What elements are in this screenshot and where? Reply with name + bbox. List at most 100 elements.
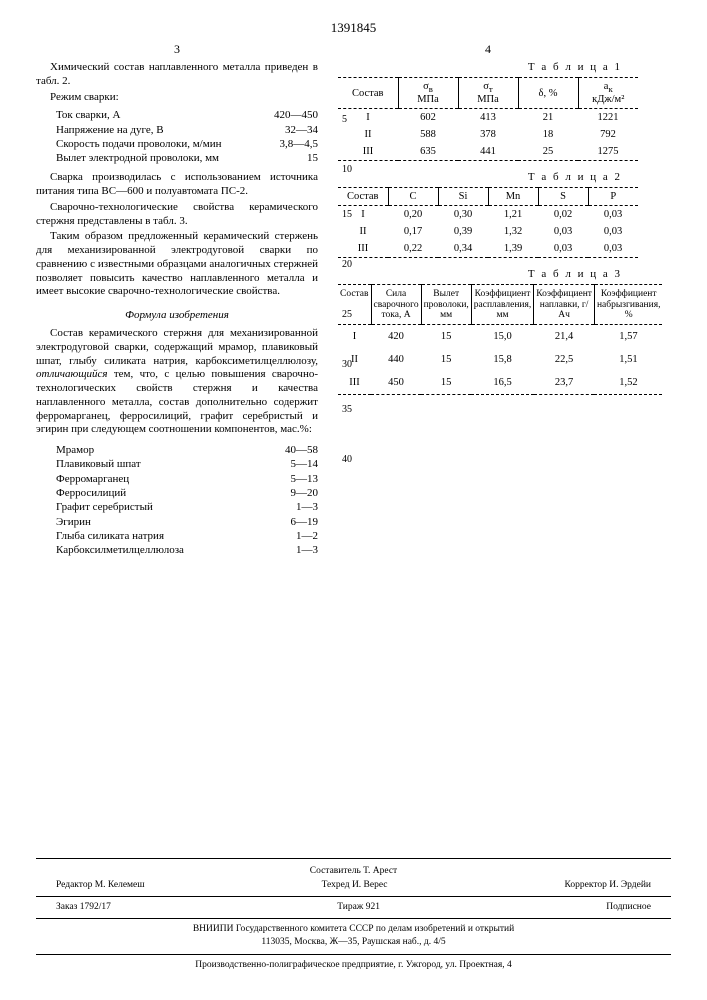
col-num-4: 4 xyxy=(338,42,638,57)
table-cell: 413 xyxy=(458,109,518,127)
table-cell: 1221 xyxy=(578,109,638,127)
footer-line3: Производственно-полиграфическое предприя… xyxy=(36,959,671,972)
param-value: 32—34 xyxy=(258,123,318,137)
footer: Составитель Т. Арест Редактор М. Келемеш… xyxy=(36,858,671,972)
footer-subscription: Подписное xyxy=(606,901,651,914)
footer-corrector: Корректор И. Эрдейи xyxy=(565,879,651,892)
comp-value: 5—14 xyxy=(258,457,318,471)
footer-circulation: Тираж 921 xyxy=(337,901,380,914)
table-cell: 1,57 xyxy=(594,325,662,349)
table-header: Сила сварочного тока, А xyxy=(371,285,421,325)
table-cell: 16,5 xyxy=(471,371,533,395)
table-cell: 378 xyxy=(458,126,518,143)
table-3: СоставСила сварочного тока, АВылет прово… xyxy=(338,284,662,395)
table-1: СоставσвМПаσтМПаδ, %aккДж/м²I60241321122… xyxy=(338,77,638,161)
comp-value: 6—19 xyxy=(258,515,318,529)
table-cell: III xyxy=(338,143,398,161)
table-header: Коэффициент расплавления, мм xyxy=(471,285,533,325)
table-cell: 15,8 xyxy=(471,348,533,371)
table-cell: III xyxy=(338,371,371,395)
table-cell: 1,51 xyxy=(594,348,662,371)
table-2: СоставCSiMnSPI0,200,301,210,020,03II0,17… xyxy=(338,187,638,258)
table-cell: 0,39 xyxy=(438,223,488,240)
table-header: σтМПа xyxy=(458,78,518,109)
footer-compiler: Составитель Т. Арест xyxy=(36,865,671,878)
table-cell: 22,5 xyxy=(534,348,595,371)
table-cell: 21 xyxy=(518,109,578,127)
left-column: 3 Химический состав наплавленного металл… xyxy=(36,42,326,1000)
table-header: aккДж/м² xyxy=(578,78,638,109)
table-cell: II xyxy=(338,126,398,143)
param-label: Вылет электродной проволоки, мм xyxy=(56,151,236,165)
comp-value: 9—20 xyxy=(258,486,318,500)
table-cell: 0,03 xyxy=(538,223,588,240)
table-cell: 450 xyxy=(371,371,421,395)
param-label: Ток сварки, А xyxy=(56,108,236,122)
table-cell: 792 xyxy=(578,126,638,143)
table-cell: 1,21 xyxy=(488,206,538,224)
comp-value: 1—2 xyxy=(258,529,318,543)
comp-label: Ферросилиций xyxy=(56,486,226,500)
footer-order: Заказ 1792/17 xyxy=(56,901,111,914)
footer-line1: ВНИИПИ Государственного комитета СССР по… xyxy=(36,923,671,936)
table-cell: 1,39 xyxy=(488,240,538,258)
table-cell: 635 xyxy=(398,143,458,161)
para-6: Состав керамического стержня для механиз… xyxy=(36,327,318,437)
table-cell: 0,03 xyxy=(588,240,638,258)
para-1: Химический состав наплавленного металла … xyxy=(36,61,318,89)
table-cell: 0,03 xyxy=(588,223,638,240)
table-cell: 0,30 xyxy=(438,206,488,224)
table-cell: 15,0 xyxy=(471,325,533,349)
welding-params: Ток сварки, А420—450Напряжение на дуге, … xyxy=(56,108,318,165)
param-value: 15 xyxy=(258,151,318,165)
param-label: Скорость подачи проволоки, м/мин xyxy=(56,137,236,151)
table-header: Состав xyxy=(338,188,388,206)
table-cell: 0,03 xyxy=(538,240,588,258)
table-cell: 0,17 xyxy=(388,223,438,240)
table-header: Коэффициент наплавки, г/Ач xyxy=(534,285,595,325)
table-cell: 0,03 xyxy=(588,206,638,224)
table-cell: 602 xyxy=(398,109,458,127)
table-cell: 420 xyxy=(371,325,421,349)
table-header: P xyxy=(588,188,638,206)
line-number: 20 xyxy=(342,260,352,270)
right-column: 4 Т а б л и ц а 1 СоставσвМПаσтМПаδ, %aк… xyxy=(338,42,638,1000)
table-cell: 1,52 xyxy=(594,371,662,395)
table-header: σвМПа xyxy=(398,78,458,109)
para-4: Сварочно-технологические свойства керами… xyxy=(36,201,318,229)
table-cell: 1,32 xyxy=(488,223,538,240)
comp-label: Мрамор xyxy=(56,443,226,457)
comp-label: Глыба силиката натрия xyxy=(56,529,226,543)
table-cell: 588 xyxy=(398,126,458,143)
table-cell: 0,20 xyxy=(388,206,438,224)
patent-number: 1391845 xyxy=(36,20,671,36)
components-list: Мрамор 40—58 Плавиковый шпат 5—14 Ферромарга… xyxy=(56,443,318,557)
table-header: S xyxy=(538,188,588,206)
para-5: Таким образом предложенный керамический … xyxy=(36,230,318,299)
footer-row-2: Заказ 1792/17 Тираж 921 Подписное xyxy=(36,901,671,914)
table-header: Коэффициент набрызгивания, % xyxy=(594,285,662,325)
footer-tech: Техред И. Верес xyxy=(322,879,388,892)
para-2: Режим сварки: xyxy=(36,91,318,105)
param-value: 3,8—4,5 xyxy=(258,137,318,151)
line-number: 35 xyxy=(342,405,352,415)
line-number: 5 xyxy=(342,115,347,125)
footer-row-1: Редактор М. Келемеш Техред И. Верес Корр… xyxy=(36,879,671,892)
param-value: 420—450 xyxy=(258,108,318,122)
comp-value: 5—13 xyxy=(258,472,318,486)
comp-value: 1—3 xyxy=(258,543,318,557)
table-cell: III xyxy=(338,240,388,258)
line-number: 10 xyxy=(342,165,352,175)
table-cell: II xyxy=(338,223,388,240)
table-cell: 441 xyxy=(458,143,518,161)
table-header: Вылет проволоки, мм xyxy=(421,285,471,325)
comp-value: 40—58 xyxy=(258,443,318,457)
col-num-3: 3 xyxy=(36,42,318,57)
comp-label: Плавиковый шпат xyxy=(56,457,226,471)
line-number: 40 xyxy=(342,455,352,465)
table-cell: I xyxy=(338,109,398,127)
table-cell: 23,7 xyxy=(534,371,595,395)
comp-label: Ферромарганец xyxy=(56,472,226,486)
table3-caption: Т а б л и ц а 3 xyxy=(338,268,622,280)
table-header: C xyxy=(388,188,438,206)
